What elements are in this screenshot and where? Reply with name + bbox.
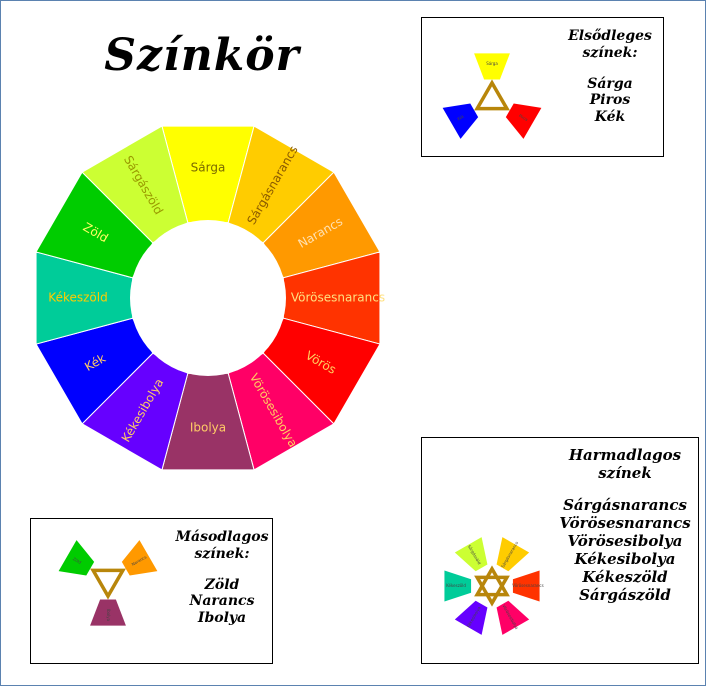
tertiary-color-4: Kékesibolya xyxy=(574,550,676,568)
tertiary-swatch-sargasnarancs: Sárgásnarancs xyxy=(496,537,530,572)
primary-colors-panel: Sárga Piros Kék Elsődleges színek: Sárga P… xyxy=(421,17,664,157)
primary-symbol xyxy=(474,79,510,111)
primary-heading-line-1: Elsődleges xyxy=(568,28,652,44)
secondary-swatch-narancs: Narancs xyxy=(121,540,158,576)
tertiary-symbol xyxy=(474,565,510,607)
wheel-segment-ibolya: Ibolya xyxy=(161,372,255,471)
tertiary-swatch-label: Vörösesnarancs xyxy=(512,583,543,588)
secondary-swatch-ibolya: Ibolya xyxy=(90,599,126,626)
tertiary-heading-line-1: Harmadlagos xyxy=(568,446,682,464)
primary-colors-text: Elsődleges színek: Sárga Piros Kék xyxy=(550,28,670,126)
secondary-color-1: Zöld xyxy=(204,576,240,593)
primary-swatch-label: Sárga xyxy=(486,61,498,66)
tertiary-colors-text: Harmadlagos színek Sárgásnarancs Vöröses… xyxy=(550,446,700,604)
secondary-symbol xyxy=(90,568,126,600)
tertiary-swatch-vorosesnarancs: Vörösesnarancs xyxy=(512,570,544,602)
wheel-segment-kek: Kék xyxy=(35,317,154,425)
wheel-center xyxy=(130,220,286,376)
tertiary-color-1: Sárgásnarancs xyxy=(563,496,687,514)
primary-swatch-label: Kék xyxy=(456,113,465,121)
secondary-swatch-label: Zöld xyxy=(72,556,83,565)
primary-color-3: Kék xyxy=(594,109,626,126)
primary-heading-line-2: színek: xyxy=(582,44,638,61)
tertiary-color-3: Vörösesibolya xyxy=(567,532,683,550)
tertiary-swatch-kekesibolya: Kékesibolya xyxy=(454,600,488,635)
secondary-color-3: Ibolya xyxy=(197,610,247,627)
secondary-colors-diagram: Zöld Narancs Ibolya xyxy=(58,540,158,626)
primary-colors-diagram: Sárga Piros Kék xyxy=(442,53,542,139)
page-title: Színkör xyxy=(104,30,300,81)
wheel-label-ibolya: Ibolya xyxy=(190,421,226,435)
primary-swatch-kek: Kék xyxy=(442,103,479,139)
tertiary-swatch-kekeszold: Kékeszöld xyxy=(444,570,472,602)
wheel-label-sarga: Sárga xyxy=(191,161,226,175)
wheel-segment-narancs: Narancs xyxy=(262,171,381,279)
wheel-label-kekeszold: Kékeszöld xyxy=(48,291,107,305)
secondary-heading-line-2: színek: xyxy=(194,545,250,562)
primary-swatch-piros: Piros xyxy=(505,103,542,139)
wheel-segment-sargaszold: Sárgászöld xyxy=(81,125,189,244)
tertiary-color-5: Kékeszöld xyxy=(582,568,668,586)
tertiary-swatch-sargaszold: Sárgászöld xyxy=(454,537,488,572)
primary-color-2: Piros xyxy=(589,92,631,109)
primary-swatch-sarga: Sárga xyxy=(474,53,510,80)
tertiary-swatch-label: Kékeszöld xyxy=(446,583,466,588)
tertiary-heading-line-2: színek xyxy=(598,464,652,482)
tertiary-colors-diagram: Sárgásnarancs Vörösesnarancs Vörösesibolya… xyxy=(444,537,544,635)
secondary-color-2: Narancs xyxy=(189,593,255,610)
primary-color-1: Sárga xyxy=(587,75,633,92)
secondary-colors-text: Másodlagos színek: Zöld Narancs Ibolya xyxy=(171,529,273,627)
primary-swatch-label: Piros xyxy=(518,113,529,122)
tertiary-colors-panel: Sárgásnarancs Vörösesnarancs Vörösesibolya… xyxy=(421,437,699,664)
secondary-heading-line-1: Másodlagos xyxy=(175,529,269,545)
wheel-label-vorosesnarancs: Vörösesnarancs xyxy=(291,291,385,305)
tertiary-color-2: Vörösesnarancs xyxy=(559,514,691,532)
wheel-segment-vorosesnarancs: Vörösesnarancs xyxy=(282,251,385,345)
secondary-swatch-zold: Zöld xyxy=(58,540,95,576)
tertiary-swatch-vorosesibolya: Vörösesibolya xyxy=(496,600,530,635)
wheel-segment-vorosesibolya: Vörösesibolya xyxy=(227,352,335,471)
tertiary-color-6: Sárgászöld xyxy=(579,586,671,604)
secondary-colors-panel: Zöld Narancs Ibolya Másodlagos színek: Zöl… xyxy=(30,518,273,664)
secondary-swatch-label: Ibolya xyxy=(106,609,111,622)
